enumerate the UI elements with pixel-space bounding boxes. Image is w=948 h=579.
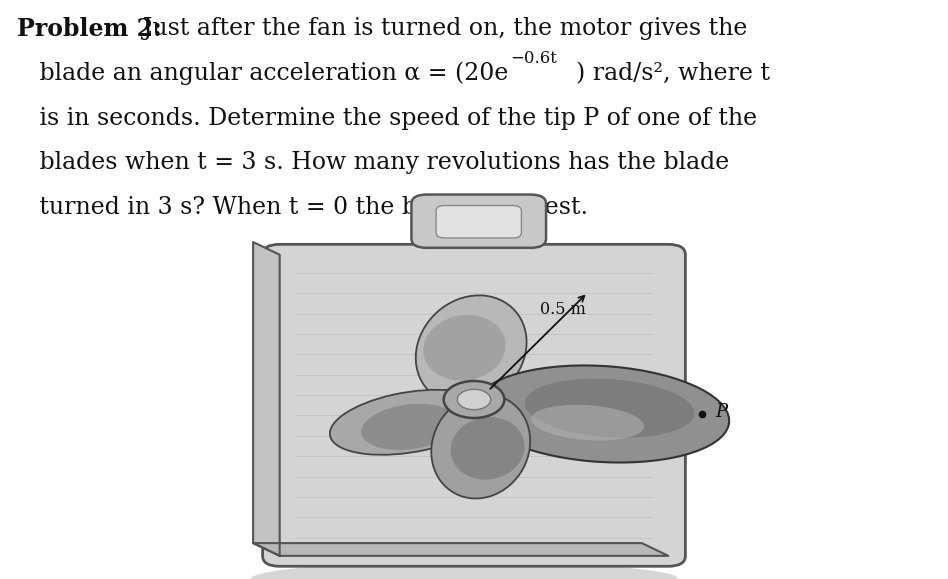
Text: ) rad/s², where t: ) rad/s², where t	[576, 62, 771, 85]
Text: Just after the fan is turned on, the motor gives the: Just after the fan is turned on, the mot…	[128, 17, 747, 41]
Polygon shape	[253, 242, 280, 556]
Circle shape	[457, 389, 491, 410]
Ellipse shape	[431, 394, 530, 499]
Text: turned in 3 s? When t = 0 the blade is at rest.: turned in 3 s? When t = 0 the blade is a…	[17, 196, 588, 219]
Ellipse shape	[416, 295, 526, 405]
Ellipse shape	[475, 365, 729, 463]
Text: P: P	[715, 402, 727, 421]
Ellipse shape	[424, 315, 505, 381]
Ellipse shape	[525, 379, 694, 438]
FancyBboxPatch shape	[263, 244, 685, 566]
Ellipse shape	[330, 390, 489, 455]
Text: blades when t = 3 s. How many revolutions has the blade: blades when t = 3 s. How many revolution…	[17, 151, 729, 174]
Text: blade an angular acceleration α = (20e: blade an angular acceleration α = (20e	[17, 62, 508, 86]
FancyBboxPatch shape	[411, 195, 546, 248]
Text: Problem 2:: Problem 2:	[17, 17, 162, 41]
Ellipse shape	[250, 562, 678, 579]
Ellipse shape	[361, 404, 458, 450]
Circle shape	[444, 381, 504, 418]
Text: is in seconds. Determine the speed of the tip P of one of the: is in seconds. Determine the speed of th…	[17, 107, 757, 130]
FancyBboxPatch shape	[436, 206, 521, 238]
Polygon shape	[253, 543, 668, 556]
Ellipse shape	[531, 405, 645, 441]
Text: −0.6t: −0.6t	[510, 50, 556, 67]
Text: 0.5 m: 0.5 m	[540, 301, 586, 318]
Ellipse shape	[450, 417, 524, 479]
